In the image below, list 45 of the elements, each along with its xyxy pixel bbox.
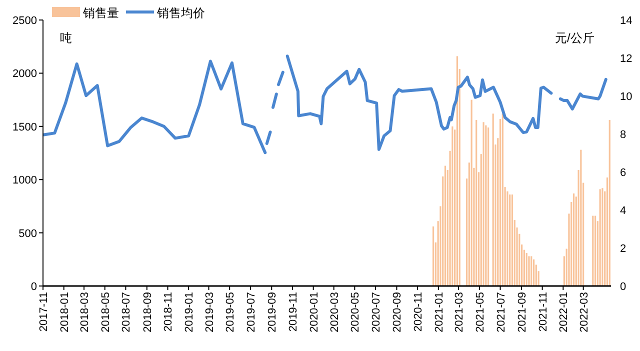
x-tick-label: 2018-09 bbox=[142, 292, 154, 332]
y-tick-label: 0 bbox=[30, 281, 37, 293]
x-tick-label: 2019-11 bbox=[287, 292, 300, 332]
y2-tick-label: 2 bbox=[620, 243, 626, 255]
y-tick-label: 2500 bbox=[12, 15, 37, 27]
y2-tick-label: 10 bbox=[620, 91, 632, 103]
x-tick-label: 2020-09 bbox=[392, 292, 404, 332]
x-tick-label: 2017-11 bbox=[38, 292, 50, 332]
y-axis-title: 吨 bbox=[60, 31, 72, 45]
x-tick-label: 2018-03 bbox=[79, 292, 92, 332]
x-tick-label: 2020-05 bbox=[350, 292, 362, 332]
x-tick-label: 2021-11 bbox=[537, 292, 550, 332]
x-tick-label: 2020-07 bbox=[370, 292, 383, 332]
x-tick-label: 2022-03 bbox=[578, 292, 590, 332]
x-tick-label: 2018-11 bbox=[162, 292, 175, 332]
x-tick-label: 2019-03 bbox=[204, 292, 216, 332]
x-tick-label: 2020-11 bbox=[412, 292, 425, 332]
legend-label: 销售均价 bbox=[156, 6, 205, 20]
x-tick-label: 2018-05 bbox=[100, 292, 112, 332]
y2-tick-label: 6 bbox=[620, 167, 626, 179]
x-tick-label: 2020-01 bbox=[308, 292, 320, 332]
x-tick-label: 2018-01 bbox=[58, 292, 71, 332]
x-tick-label: 2021-01 bbox=[433, 292, 446, 332]
x-tick-label: 2021-07 bbox=[495, 292, 508, 332]
x-tick-label: 2021-05 bbox=[474, 292, 486, 332]
y-tick-label: 500 bbox=[18, 228, 37, 240]
x-tick-label: 2019-07 bbox=[245, 292, 258, 332]
y2-axis-title: 元/公斤 bbox=[555, 31, 594, 45]
x-tick-label: 2019-05 bbox=[224, 292, 237, 332]
x-tick-label: 2021-09 bbox=[516, 292, 528, 332]
x-tick-label: 2020-03 bbox=[328, 292, 341, 332]
y-tick-label: 1000 bbox=[12, 174, 37, 187]
x-tick-label: 2018-07 bbox=[120, 292, 133, 332]
legend-label: 销售量 bbox=[82, 6, 119, 20]
y2-tick-label: 8 bbox=[620, 129, 626, 141]
x-tick-label: 2019-01 bbox=[184, 292, 196, 332]
x-tick-label: 2022-01 bbox=[558, 292, 570, 332]
y2-tick-label: 4 bbox=[620, 205, 626, 217]
y-tick-label: 2000 bbox=[12, 68, 37, 80]
y-tick-label: 1500 bbox=[12, 121, 37, 134]
x-tick-label: 2019-09 bbox=[266, 292, 279, 332]
y2-tick-label: 0 bbox=[620, 281, 626, 293]
y2-tick-label: 12 bbox=[620, 53, 632, 65]
x-tick-label: 2021-03 bbox=[454, 292, 466, 332]
y2-tick-label: 14 bbox=[620, 15, 632, 27]
